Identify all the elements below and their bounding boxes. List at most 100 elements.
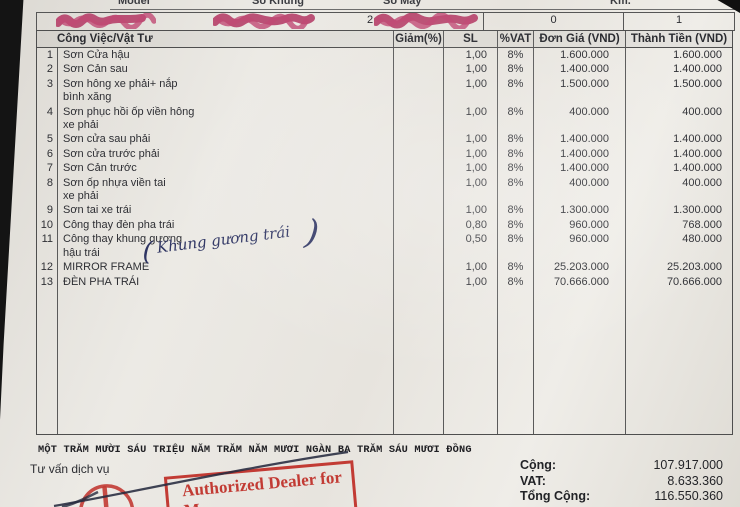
stamp-border: Authorized Dealer for M (163, 460, 359, 507)
cell-giam (394, 232, 444, 261)
cell-unit: 1.400.000 (534, 62, 626, 77)
total-row-vat: VAT: 8.633.360 (520, 474, 733, 490)
so-may-visible-digit: 2 (367, 14, 374, 26)
cell-vat: 8% (498, 274, 534, 289)
header-vat: %VAT (498, 31, 534, 48)
cell-desc: Sơn ốp nhựa viền tai xe phải (58, 175, 394, 204)
cell-total: 1.400.000 (673, 63, 722, 76)
cell-desc: Sơn cửa sau phải (58, 132, 394, 147)
cell-unit: 1.400.000 (534, 161, 626, 176)
cell-vat: 8% (498, 104, 534, 133)
header-sl: SL (444, 31, 498, 48)
cell-unit: 960.000 (534, 232, 626, 261)
cell-no: 5 (37, 132, 58, 147)
header-don-gia: Đơn Giá (VND) (534, 31, 626, 48)
cell-giam (394, 146, 444, 162)
table-row: 11 Công thay khung gương hậu trái 0,50 8% 96… (37, 232, 732, 261)
cell-no: 13 (37, 274, 58, 289)
cell-sl: 1,00 (444, 104, 498, 133)
cell-vat: 8% (498, 132, 534, 147)
meta-values-left-cell: 2 (37, 13, 484, 30)
tong-cong-value: 116.550.360 (654, 489, 723, 504)
cell-desc: Sơn hông xe phải+ nắp bình xăng (58, 76, 394, 105)
tong-cong-label: Tổng Cộng: (520, 489, 591, 504)
table-row: 13 ĐÈN PHA TRÁI 1,00 8% 70.666.000 70.666.000 (37, 274, 732, 289)
cell-giam (394, 62, 444, 77)
cell-sl: 0,50 (444, 232, 498, 261)
cell-desc: Sơn cửa trước phải (58, 146, 394, 162)
cell-unit: 1.500.000 (534, 76, 626, 105)
cell-desc: MIRROR FRAME (58, 260, 394, 275)
cell-giam (394, 175, 444, 204)
cell-no: 1 (37, 48, 58, 63)
cong-value: 107.917.000 (653, 458, 723, 472)
table-row: 7 Sơn Cản trước 1,00 8% 1.400.000 1.400.000 (37, 161, 732, 176)
cell-giam (394, 104, 444, 133)
cell-giam (394, 203, 444, 218)
cell-unit: 1.400.000 (534, 132, 626, 147)
cell-desc: Công thay đèn pha trái (58, 217, 394, 233)
redaction-scribble-so-may (374, 13, 478, 29)
cell-unit: 1.400.000 (534, 146, 626, 162)
cell-sl: 1,00 (444, 132, 498, 147)
cell-vat: 8% (498, 146, 534, 162)
meta-label-so-may: Số Máy (383, 0, 422, 7)
cell-vat: 8% (498, 62, 534, 77)
redaction-scribble-model (56, 13, 156, 29)
cell-no: 7 (37, 161, 58, 176)
cell-no: 4 (37, 104, 58, 133)
service-advisor-label: Tư vấn dịch vụ (30, 462, 110, 476)
total-row-tong-cong: Tổng Cộng: 116.550.360 (520, 489, 733, 505)
vat-value: 8.633.360 (667, 473, 723, 488)
cell-sl: 1,00 (444, 48, 498, 63)
header-giam: Giảm(%) (394, 31, 444, 48)
cell-unit: 400.000 (534, 104, 626, 133)
table-row: 12 MIRROR FRAME 1,00 8% 25.203.000 25.203.000 (37, 260, 732, 275)
cong-label: Cộng: (520, 458, 557, 472)
cell-sl: 1,00 (444, 274, 498, 289)
meta-values-row: 2 0 1 (36, 12, 735, 31)
vat-label: VAT: (520, 473, 546, 488)
table-row: 5 Sơn cửa sau phải 1,00 8% 1.400.000 1.400.00… (37, 132, 732, 147)
cell-no: 10 (37, 217, 58, 233)
cell-no: 3 (37, 76, 58, 105)
cell-giam (394, 260, 444, 275)
meta-extra-cell: 1 (624, 13, 734, 30)
cell-unit: 70.666.000 (534, 274, 626, 289)
cell-no: 9 (37, 203, 58, 218)
cell-giam (394, 161, 444, 176)
table-row: 4 Sơn phục hồi ốp viền hông xe phải 1,00 8%… (37, 104, 732, 133)
cell-total: 768.000 (682, 218, 722, 231)
km-value: 0 (550, 14, 557, 26)
cell-total: 400.000 (682, 105, 722, 118)
cell-vat: 8% (498, 76, 534, 105)
cell-unit: 960.000 (534, 217, 626, 233)
cell-sl: 1,00 (444, 62, 498, 77)
cell-sl: 1,00 (444, 161, 498, 176)
cell-no: 12 (37, 260, 58, 275)
cell-sl: 1,00 (444, 260, 498, 275)
meta-label-model: Model (118, 0, 150, 7)
three-pointed-star-icon (78, 484, 135, 507)
cell-desc: Sơn tai xe trái (58, 203, 394, 218)
cell-total: 1.600.000 (673, 49, 722, 61)
cell-no: 2 (37, 62, 58, 77)
cell-vat: 8% (498, 48, 534, 63)
cell-sl: 1,00 (444, 203, 498, 218)
cell-giam (394, 132, 444, 147)
cell-no: 8 (37, 175, 58, 204)
cell-giam (394, 48, 444, 63)
cell-vat: 8% (498, 217, 534, 233)
handwritten-close-paren: ) (302, 212, 321, 254)
cell-desc: Sơn Cửa hậu (58, 48, 394, 63)
cell-vat: 8% (498, 260, 534, 275)
cell-total: 1.400.000 (673, 162, 722, 175)
cell-total: 1.400.000 (673, 133, 722, 146)
cell-total: 1.500.000 (673, 77, 722, 90)
cell-total: 400.000 (682, 176, 722, 189)
cell-no: 11 (37, 232, 58, 261)
cell-unit: 1.300.000 (534, 203, 626, 218)
cell-vat: 8% (498, 232, 534, 261)
table-row: 2 Sơn Cản sau 1,00 8% 1.400.000 1.400.000 (37, 62, 732, 77)
